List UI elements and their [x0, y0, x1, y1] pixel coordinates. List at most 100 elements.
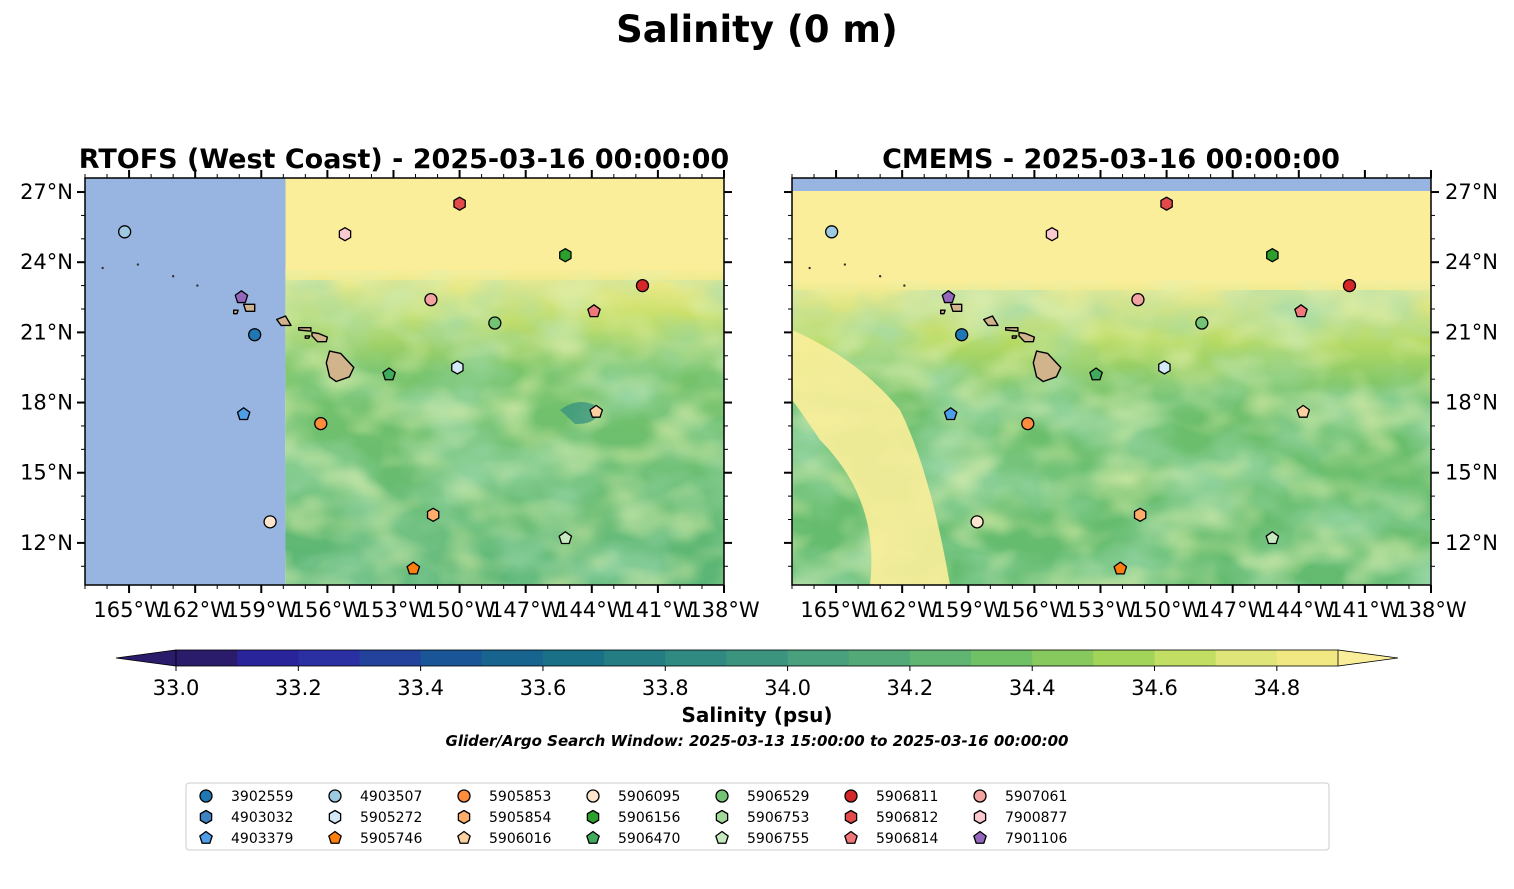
cmems-panel-title: CMEMS - 2025-03-16 00:00:00	[882, 144, 1340, 175]
float-marker-5905854	[426, 507, 440, 522]
colorbar-bin	[359, 650, 422, 666]
float-marker-5906529	[1195, 316, 1209, 330]
float-marker-5906812	[1160, 196, 1173, 211]
x-tick-label: 153°W	[358, 598, 430, 622]
legend-label: 5906812	[876, 810, 938, 826]
legend-item-5906529: 5906529	[715, 789, 809, 805]
figure-title: Salinity (0 m)	[616, 8, 898, 51]
island-kauai	[242, 303, 256, 312]
float-marker-5906811	[635, 278, 650, 293]
legend: 3902559 4903032 4903379 4903507 5905272 59057…	[199, 789, 1067, 847]
legend-label: 5906811	[876, 789, 938, 805]
colorbar-bin	[787, 650, 850, 666]
float-marker-5906016	[1296, 404, 1311, 418]
legend-marker	[457, 789, 471, 803]
colorbar-extend-max	[1337, 649, 1399, 667]
legend-item-5906814: 5906814	[844, 830, 938, 847]
legend-marker	[844, 830, 858, 844]
y-tick-label: 12°N	[1445, 531, 1498, 555]
x-tick-label: 147°W	[490, 598, 562, 622]
legend-marker	[457, 830, 471, 844]
colorbar-bin	[1032, 650, 1094, 666]
float-marker-5906470	[1089, 367, 1103, 381]
x-tick-label: 150°W	[1131, 598, 1203, 622]
legend-label: 7901106	[1005, 831, 1067, 847]
colorbar-bin	[1215, 650, 1278, 666]
y-tick-label: 15°N	[1445, 461, 1498, 485]
float-marker-5906156	[559, 248, 572, 263]
atoll	[878, 275, 882, 278]
float-marker-7900877	[1045, 226, 1059, 242]
x-tick-label: 162°W	[159, 598, 231, 622]
y-tick-label: 18°N	[20, 391, 73, 415]
search-window-note: Glider/Argo Search Window: 2025-03-13 15…	[446, 732, 1069, 750]
colorbar-tick-label: 34.8	[1253, 676, 1300, 700]
atoll	[903, 284, 906, 287]
colorbar-bin	[542, 650, 605, 666]
float-marker-5906755	[558, 531, 573, 545]
legend-label: 5906529	[747, 789, 809, 805]
legend-label: 5905853	[489, 789, 551, 805]
float-marker-5905272	[1158, 360, 1171, 375]
x-tick-label: 156°W	[999, 598, 1071, 622]
colorbar-tick-label: 33.2	[275, 676, 322, 700]
y-tick-label: 21°N	[1445, 320, 1498, 344]
legend-item-5906095: 5906095	[586, 789, 680, 805]
legend-item-3902559: 3902559	[199, 789, 293, 805]
island-niihau	[940, 309, 946, 315]
atoll	[196, 284, 199, 287]
legend-item-4903032: 4903032	[199, 809, 293, 826]
float-marker-5906529	[488, 316, 502, 330]
colorbar-bin	[481, 650, 544, 666]
island-hawaii	[1032, 350, 1062, 383]
legend-label: 4903379	[231, 831, 293, 847]
legend-label: 5906095	[618, 789, 680, 805]
legend-box	[185, 782, 1330, 851]
legend-marker	[328, 789, 342, 803]
legend-item-5905854: 5905854	[457, 809, 551, 826]
island-molokai	[298, 327, 312, 332]
float-marker-5906755	[1265, 531, 1280, 545]
x-tick-label: 144°W	[1263, 598, 1335, 622]
no-data-strip	[792, 178, 1431, 191]
legend-label: 5906755	[747, 831, 809, 847]
float-markers	[118, 196, 650, 575]
legend-item-5906811: 5906811	[844, 789, 938, 805]
fresh-plume	[792, 330, 950, 585]
legend-marker	[973, 830, 987, 844]
float-marker-5906095	[970, 515, 984, 529]
float-marker-7901106	[941, 290, 956, 304]
colorbar-tick-label: 33.8	[642, 676, 689, 700]
island-oahu	[983, 315, 999, 327]
float-marker-4903507	[118, 225, 132, 239]
colorbar-bin	[1154, 650, 1217, 666]
island-molokai	[1005, 327, 1019, 332]
colorbar-bin	[726, 650, 789, 666]
atoll	[101, 266, 104, 270]
x-tick-label: 159°W	[933, 598, 1005, 622]
float-marker-5905854	[1133, 507, 1147, 522]
island-kauai	[949, 303, 963, 312]
island-hawaii	[325, 350, 355, 383]
legend-label: 4903032	[231, 810, 293, 826]
colorbar-tick-label: 33.4	[397, 676, 444, 700]
y-tick-label: 24°N	[20, 250, 73, 274]
y-tick-label: 15°N	[20, 461, 73, 485]
atoll	[843, 263, 847, 266]
legend-item-7901106: 7901106	[973, 830, 1067, 847]
colorbar-tick-label: 33.6	[520, 676, 567, 700]
float-marker-4903507	[825, 225, 839, 239]
legend-marker	[973, 809, 987, 825]
colorbar-bin	[604, 650, 666, 666]
colorbar-bin	[176, 650, 238, 666]
legend-label: 7900877	[1005, 810, 1067, 826]
cmems-map-panel: CMEMS - 2025-03-16 00:00:00 165°W162°W15…	[784, 144, 1498, 622]
legend-marker	[586, 809, 600, 825]
float-marker-5905272	[451, 360, 464, 375]
x-tick-label: 138°W	[1395, 598, 1467, 622]
legend-label: 5906814	[876, 831, 938, 847]
legend-label: 5907061	[1005, 789, 1067, 805]
float-marker-5906470	[382, 367, 396, 381]
legend-marker	[844, 809, 858, 825]
float-markers	[825, 196, 1357, 575]
